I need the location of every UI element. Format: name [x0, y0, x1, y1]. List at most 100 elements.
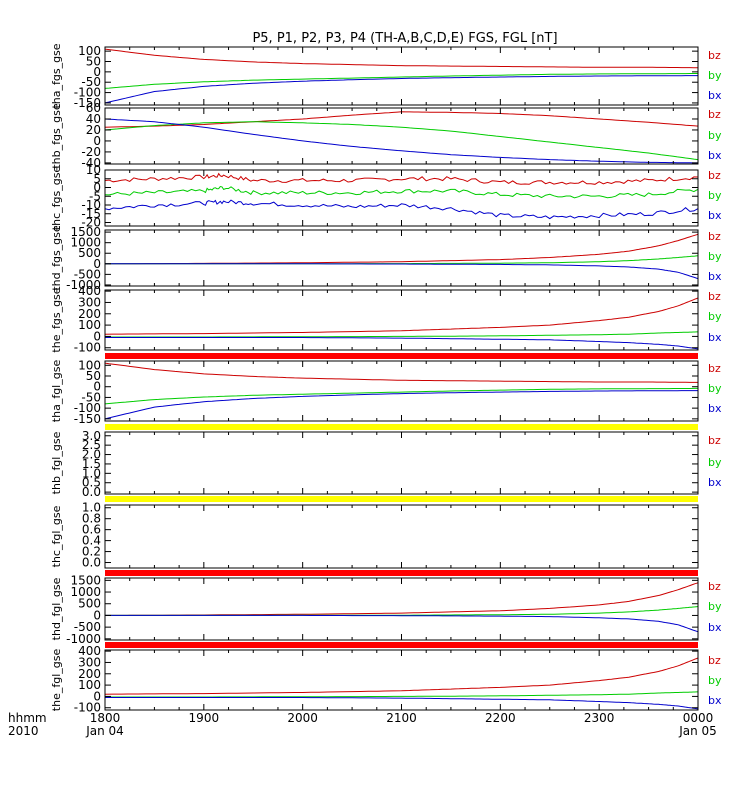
- series-bz-line: [105, 362, 698, 383]
- legend-bz: bz: [708, 230, 721, 243]
- y-tick-label: -1000: [66, 278, 101, 292]
- y-tick-label: 0: [93, 257, 101, 271]
- y-tick-label: 200: [78, 667, 101, 681]
- legend-bx: bx: [708, 331, 722, 344]
- y-tick-label: 0: [93, 65, 101, 79]
- y-tick-label: -40: [81, 156, 101, 170]
- y-tick-label: 5: [93, 172, 101, 186]
- y-tick-label: 300: [78, 295, 101, 309]
- legend-bx: bx: [708, 621, 722, 634]
- y-tick-label: 1000: [70, 236, 101, 250]
- x-tick-date-label: Jan 05: [678, 724, 717, 738]
- y-tick-label: -50: [81, 75, 101, 89]
- series-bx-line: [105, 390, 698, 420]
- y-tick-label: 0.8: [82, 512, 101, 526]
- panel-frame: [104, 431, 699, 495]
- y-tick-label: 500: [78, 597, 101, 611]
- y-tick-label: -1000: [66, 632, 101, 646]
- legend-bz: bz: [708, 290, 721, 303]
- y-tick-label: 1500: [70, 225, 101, 239]
- y-tick-label: 100: [78, 318, 101, 332]
- y-tick-label: -100: [74, 701, 101, 715]
- y-tick-label: 0.0: [82, 556, 101, 570]
- legend-bz: bz: [708, 362, 721, 375]
- y-tick-label: 1000: [70, 585, 101, 599]
- series-bz-line: [105, 48, 698, 69]
- series-by-line: [105, 606, 698, 616]
- y-tick-label: 1500: [70, 573, 101, 587]
- x-tick-label: 2000: [287, 711, 318, 725]
- y-tick-label: 500: [78, 246, 101, 260]
- legend-by: by: [708, 69, 722, 82]
- series-by-line: [105, 185, 698, 199]
- legend-bx: bx: [708, 89, 722, 102]
- series-bx-line: [105, 697, 698, 710]
- y-tick-label: 60: [86, 101, 101, 115]
- panel-frame: [104, 229, 699, 287]
- panel-7: 3.02.52.01.51.00.50.0 thb_fgl_gse bz by bx: [50, 429, 722, 502]
- legend-by: by: [708, 310, 722, 323]
- y-tick-label: 400: [78, 644, 101, 658]
- y-tick-label: 0.5: [82, 476, 101, 490]
- chart-title: P5, P1, P2, P3, P4 (TH-A,B,C,D,E) FGS, F…: [252, 31, 557, 46]
- x-tick-label: 0000: [683, 711, 714, 725]
- series-by-line: [105, 73, 698, 89]
- y-tick-label: -5: [89, 189, 101, 203]
- y-tick-label: 400: [78, 284, 101, 298]
- legend-bx: bx: [708, 149, 722, 162]
- y-tick-label: 300: [78, 655, 101, 669]
- y-tick-label: 50: [86, 55, 101, 69]
- y-tick-label: 0: [93, 608, 101, 622]
- series-bx-line: [105, 75, 698, 104]
- y-tick-label: -500: [74, 267, 101, 281]
- legend-bz: bz: [708, 434, 721, 447]
- y-tick-label: -150: [74, 96, 101, 110]
- legend-by: by: [708, 600, 722, 613]
- y-tick-label: 100: [78, 678, 101, 692]
- x-axis-row-label-year: 2010: [8, 724, 39, 738]
- legend-by: by: [708, 674, 722, 687]
- y-tick-label: -100: [74, 401, 101, 415]
- y-tick-label: 0: [93, 689, 101, 703]
- y-tick-label: -150: [74, 412, 101, 426]
- y-tick-label: 0.4: [82, 534, 101, 548]
- panel-separator-bar: [105, 496, 698, 502]
- series-bx-line: [105, 614, 698, 633]
- y-tick-label: 50: [86, 369, 101, 383]
- y-tick-label: 40: [86, 112, 101, 126]
- legend-bx: bx: [708, 209, 722, 222]
- x-tick-date-label: Jan 04: [85, 724, 124, 738]
- series-by-line: [105, 255, 698, 265]
- y-tick-label: -100: [74, 341, 101, 355]
- series-bx-line: [105, 118, 698, 164]
- y-tick-label: 3.0: [82, 429, 101, 443]
- y-tick-label: 0: [93, 380, 101, 394]
- y-axis-label: thb_fgl_gse: [50, 431, 63, 494]
- series-bx-line: [105, 199, 698, 220]
- y-tick-label: -100: [74, 86, 101, 100]
- legend-bx: bx: [708, 694, 722, 707]
- x-tick-label: 2300: [584, 711, 615, 725]
- series-bz-line: [105, 582, 698, 616]
- y-tick-label: -20: [81, 216, 101, 230]
- series-bz-line: [105, 233, 698, 265]
- series-bz-line: [105, 172, 698, 185]
- y-axis-label: the_fgs_gse: [50, 287, 63, 352]
- series-by-line: [105, 331, 698, 338]
- y-tick-label: 1.5: [82, 457, 101, 471]
- legend-bz: bz: [708, 49, 721, 62]
- y-tick-label: 0: [93, 329, 101, 343]
- y-tick-label: 200: [78, 307, 101, 321]
- y-tick-label: 100: [78, 358, 101, 372]
- panel-separator-bar: [105, 642, 698, 648]
